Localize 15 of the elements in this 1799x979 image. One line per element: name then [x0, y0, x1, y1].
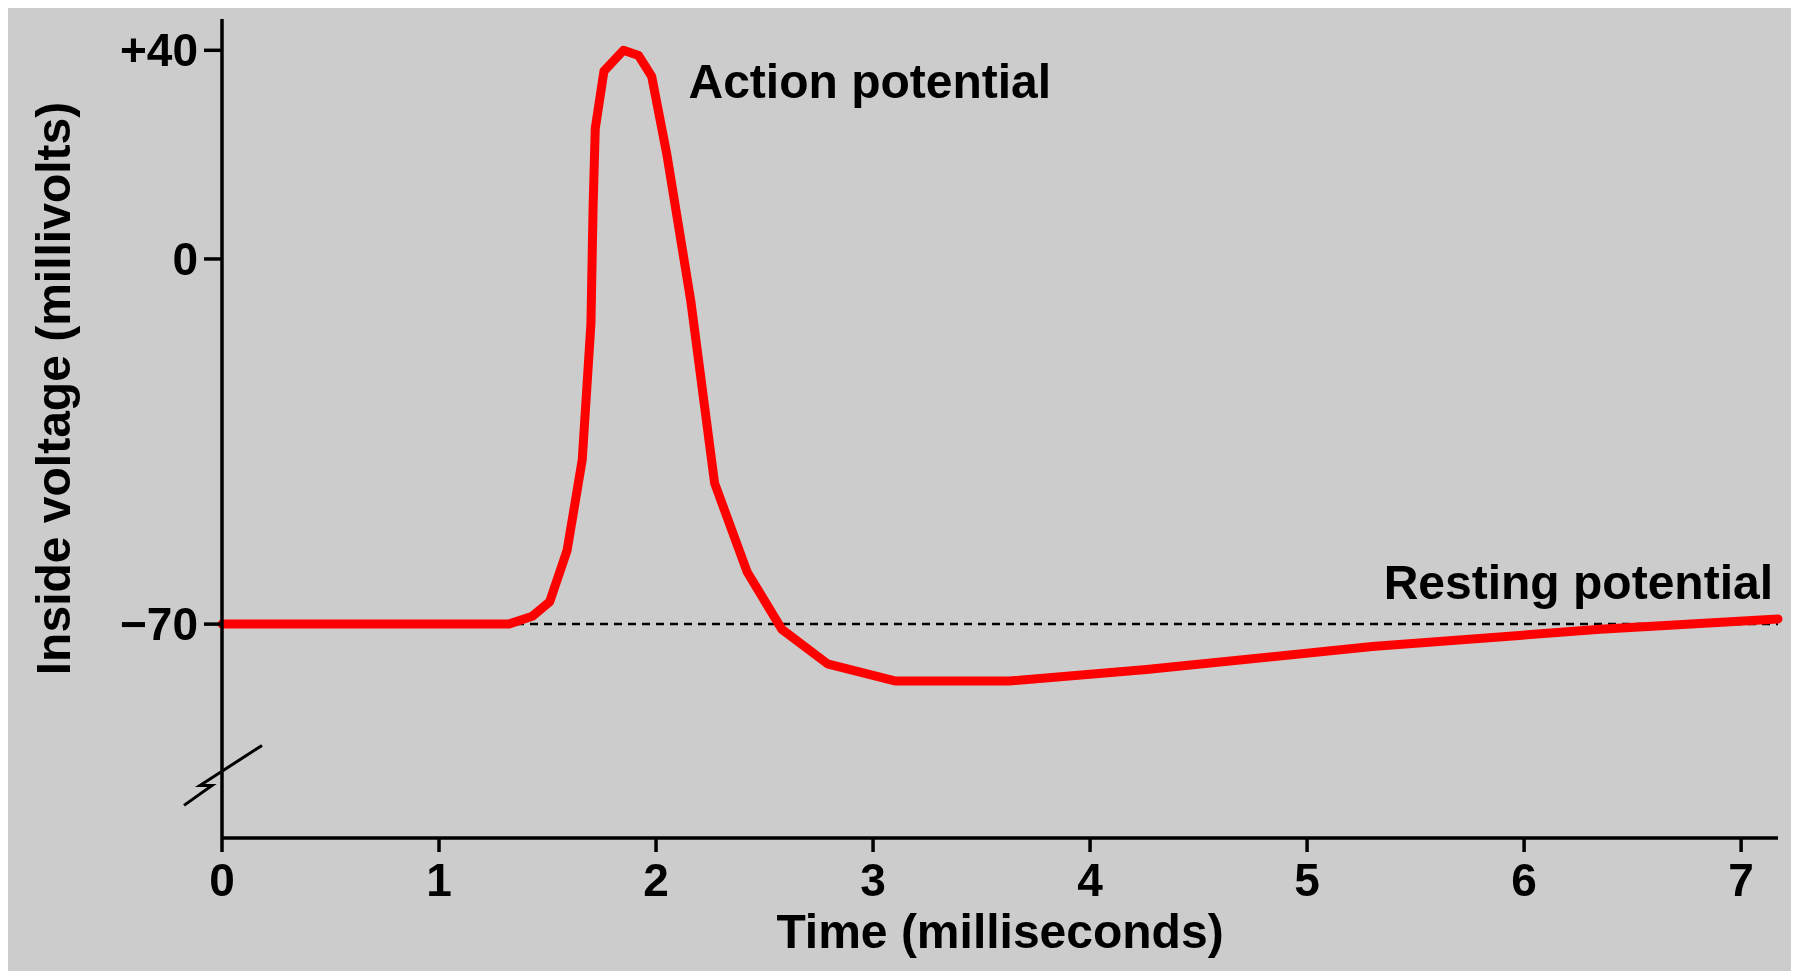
ref-line-label: Resting potential — [1383, 556, 1773, 610]
y-tick-label: +40 — [119, 24, 198, 77]
x-tick-label: 1 — [426, 854, 452, 906]
y-tick-label: 0 — [172, 233, 198, 286]
x-tick-label: 4 — [1077, 854, 1104, 906]
x-tick-label: 3 — [860, 854, 886, 906]
y-tick-label: −70 — [119, 598, 198, 651]
x-tick-label: 0 — [209, 854, 235, 906]
x-axis-title: Time (milliseconds) — [776, 905, 1224, 958]
x-tick-label: 6 — [1511, 854, 1537, 906]
x-tick-label: 7 — [1728, 854, 1754, 906]
x-tick-label: 2 — [643, 854, 669, 906]
annotation: Action potential — [688, 55, 1052, 109]
y-axis-title: Inside voltage (millivolts) — [27, 101, 80, 676]
x-tick-label: 5 — [1294, 854, 1320, 906]
